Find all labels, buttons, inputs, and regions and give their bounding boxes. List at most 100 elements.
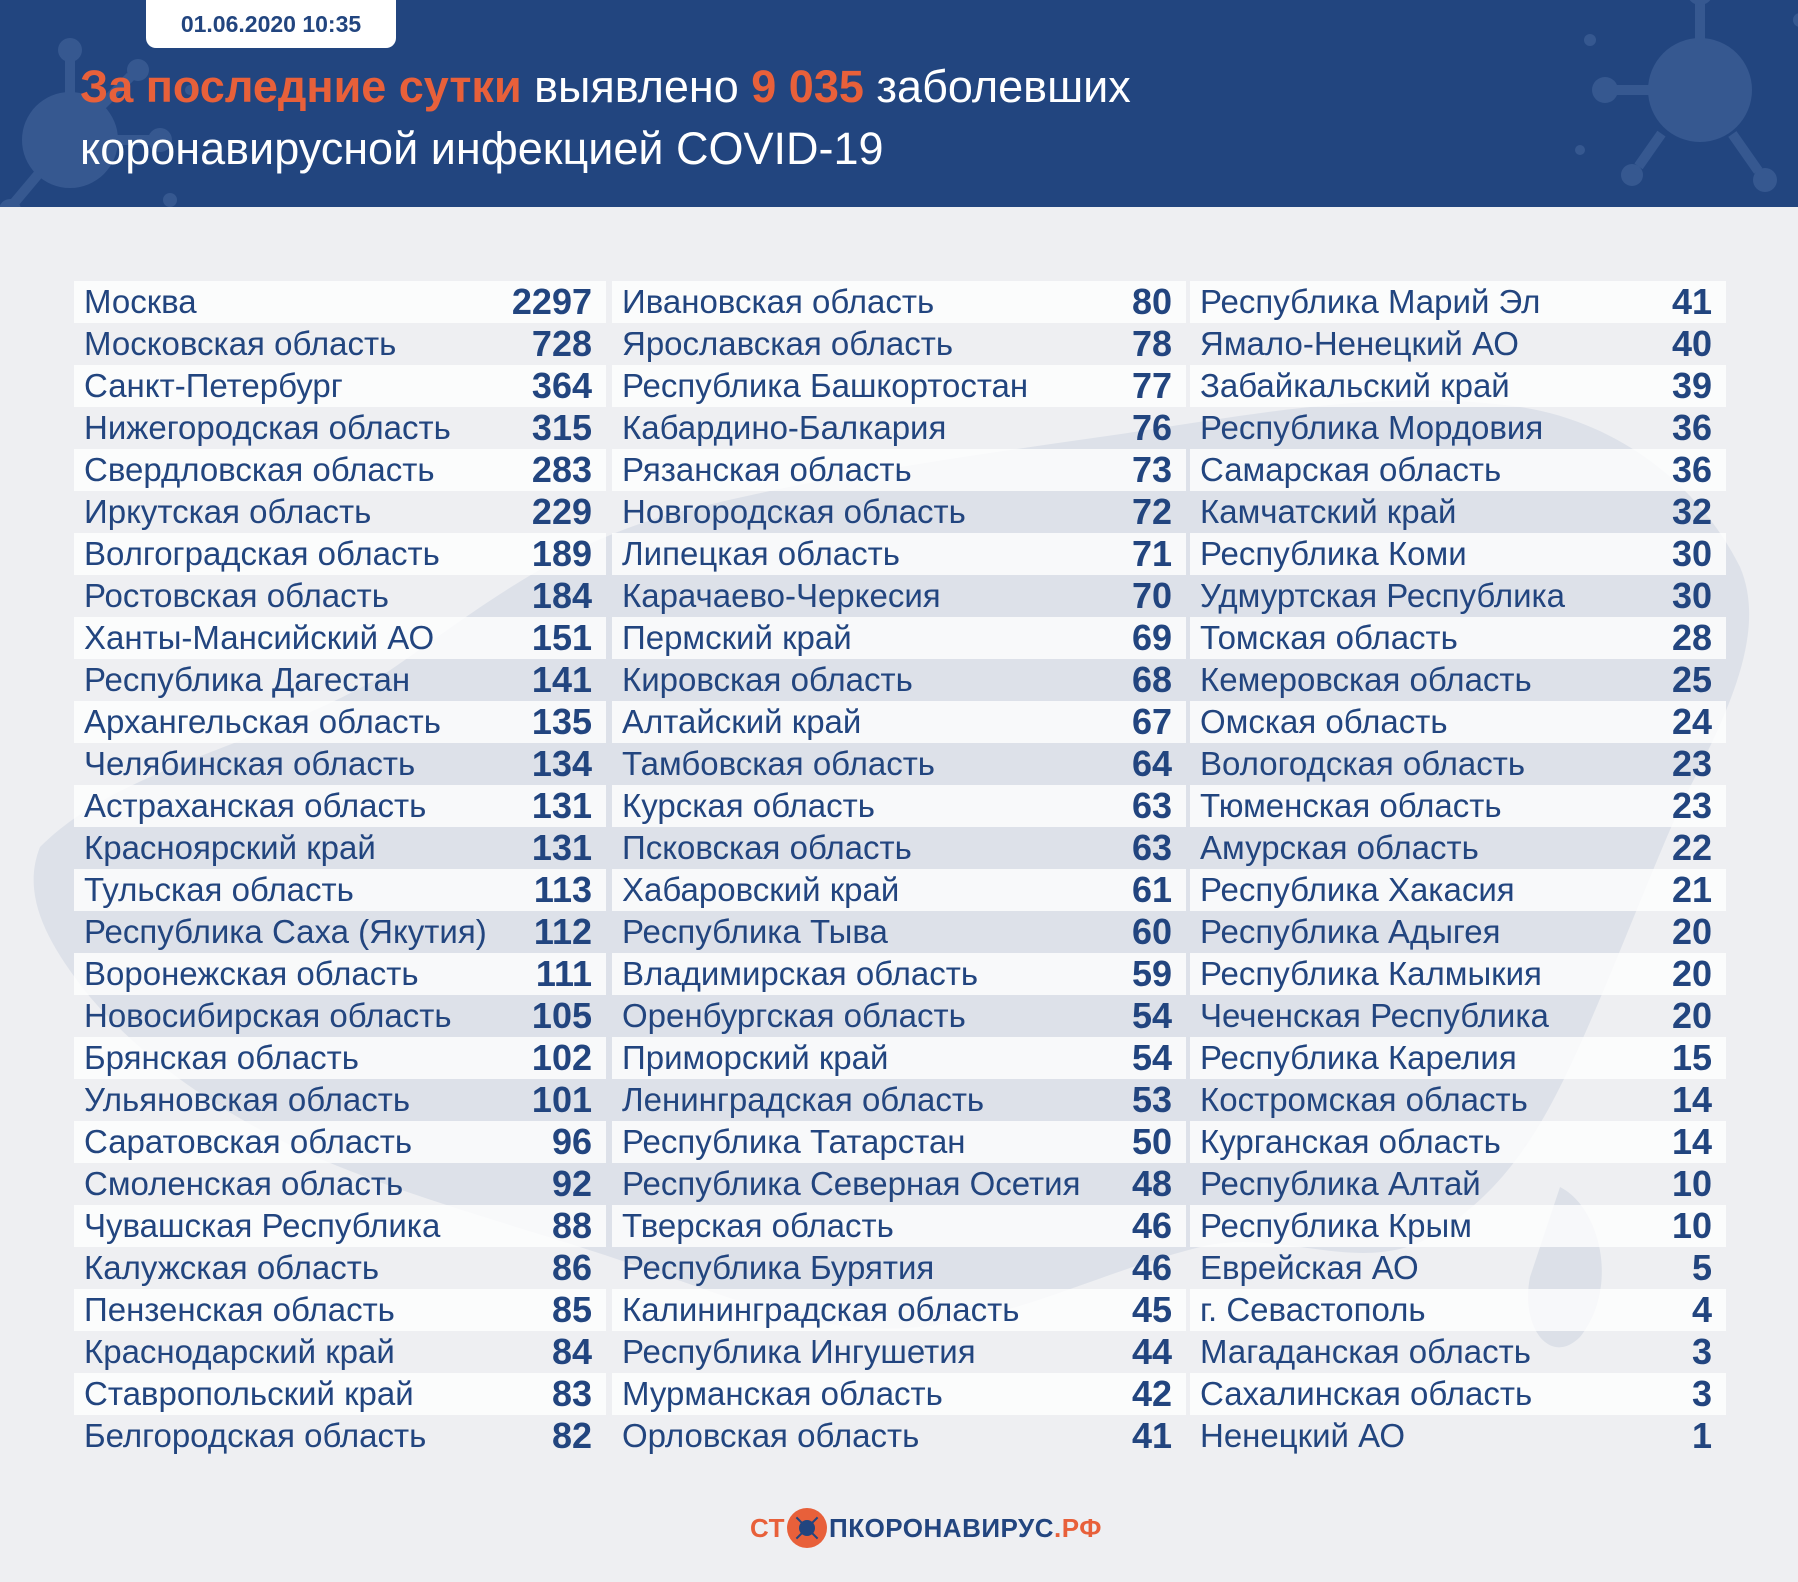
virus-decoration-left — [0, 38, 195, 207]
region-cases: 63 — [1131, 827, 1172, 868]
region-name: Камчатский край — [1200, 493, 1457, 530]
region-cases: 131 — [531, 785, 592, 826]
region-row: Рязанская область 73 — [612, 449, 1186, 491]
region-row: Костромская область 14 — [1190, 1079, 1726, 1121]
region-name: Удмуртская Республика — [1200, 577, 1566, 614]
region-row: Кабардино-Балкария 76 — [612, 407, 1186, 449]
region-name: Сахалинская область — [1200, 1375, 1533, 1412]
region-cases: 69 — [1131, 617, 1172, 658]
region-cases: 24 — [1671, 701, 1712, 742]
date-badge: 01.06.2020 10:35 — [146, 0, 396, 48]
region-cases: 10 — [1671, 1163, 1712, 1204]
region-cases: 84 — [551, 1331, 592, 1372]
region-name: Самарская область — [1200, 451, 1502, 488]
region-name: Хабаровский край — [622, 871, 900, 908]
region-name: Еврейская АО — [1200, 1249, 1419, 1286]
region-name: Омская область — [1200, 703, 1448, 740]
region-row: Смоленская область 92 — [74, 1163, 606, 1205]
region-row: Республика Мордовия 36 — [1190, 407, 1726, 449]
region-cases: 23 — [1671, 743, 1712, 784]
region-row: Красноярский край 131 — [74, 827, 606, 869]
region-row: Тверская область 46 — [612, 1205, 1186, 1247]
region-name: Республика Татарстан — [622, 1123, 966, 1160]
region-row: Республика Дагестан 141 — [74, 659, 606, 701]
region-name: Республика Мордовия — [1200, 409, 1544, 446]
region-name: Красноярский край — [84, 829, 376, 866]
region-row: Республика Хакасия 21 — [1190, 869, 1726, 911]
region-name: Ленинградская область — [622, 1081, 985, 1118]
region-row: Кемеровская область 25 — [1190, 659, 1726, 701]
region-cases: 135 — [531, 701, 592, 742]
region-row: Свердловская область 283 — [74, 449, 606, 491]
region-name: Краснодарский край — [84, 1333, 395, 1370]
region-row: г. Севастополь 4 — [1190, 1289, 1726, 1331]
region-name: Республика Дагестан — [84, 661, 411, 698]
region-cases: 23 — [1671, 785, 1712, 826]
region-cases: 105 — [531, 995, 592, 1036]
region-row: Республика Алтай 10 — [1190, 1163, 1726, 1205]
region-row: Республика Северная Осетия 48 — [612, 1163, 1186, 1205]
region-name: Республика Ингушетия — [622, 1333, 976, 1370]
region-cases: 88 — [551, 1205, 592, 1246]
region-cases: 5 — [1691, 1247, 1712, 1288]
region-name: Московская область — [84, 325, 397, 362]
region-row: Москва 2297 — [74, 281, 606, 323]
region-row: Ярославская область 78 — [612, 323, 1186, 365]
region-row: Республика Адыгея 20 — [1190, 911, 1726, 953]
region-cases: 25 — [1671, 659, 1712, 700]
region-cases: 2297 — [511, 281, 592, 322]
region-row: Карачаево-Черкесия 70 — [612, 575, 1186, 617]
region-cases: 134 — [531, 743, 592, 784]
region-row: Томская область 28 — [1190, 617, 1726, 659]
region-cases: 85 — [551, 1289, 592, 1330]
region-cases: 41 — [1131, 1415, 1172, 1456]
region-row: Ханты-Мансийский АО 151 — [74, 617, 606, 659]
region-row: Приморский край 54 — [612, 1037, 1186, 1079]
region-cases: 53 — [1131, 1079, 1172, 1120]
region-row: Республика Крым 10 — [1190, 1205, 1726, 1247]
region-cases: 72 — [1131, 491, 1172, 532]
logo-right: ПКОРОНАВИРУС — [829, 1512, 1054, 1543]
title-end: заболевших — [863, 61, 1131, 112]
region-cases: 83 — [551, 1373, 592, 1414]
region-row: Оренбургская область 54 — [612, 995, 1186, 1037]
region-row: Алтайский край 67 — [612, 701, 1186, 743]
region-name: Пермский край — [622, 619, 852, 656]
region-row: Омская область 24 — [1190, 701, 1726, 743]
region-row: Владимирская область 59 — [612, 953, 1186, 995]
region-cases: 78 — [1131, 323, 1172, 364]
region-cases: 76 — [1131, 407, 1172, 448]
region-row: Камчатский край 32 — [1190, 491, 1726, 533]
region-name: Республика Карелия — [1200, 1039, 1517, 1076]
region-row: Липецкая область 71 — [612, 533, 1186, 575]
region-cases: 14 — [1671, 1079, 1712, 1120]
region-name: Республика Башкортостан — [622, 367, 1029, 404]
region-row: Магаданская область 3 — [1190, 1331, 1726, 1373]
region-cases: 41 — [1671, 281, 1712, 322]
region-row: Ямало-Ненецкий АО 40 — [1190, 323, 1726, 365]
region-name: Томская область — [1200, 619, 1458, 656]
region-cases: 30 — [1671, 533, 1712, 574]
region-cases: 61 — [1131, 869, 1172, 910]
region-row: Челябинская область 134 — [74, 743, 606, 785]
region-name: Республика Адыгея — [1200, 913, 1501, 950]
region-row: Пермский край 69 — [612, 617, 1186, 659]
region-cases: 364 — [531, 365, 592, 406]
region-name: Астраханская область — [84, 787, 427, 824]
region-name: Республика Крым — [1200, 1207, 1472, 1244]
region-row: Новосибирская область 105 — [74, 995, 606, 1037]
region-name: Тверская область — [622, 1207, 894, 1244]
region-row: Вологодская область 23 — [1190, 743, 1726, 785]
region-name: Смоленская область — [84, 1165, 404, 1202]
region-row: Тюменская область 23 — [1190, 785, 1726, 827]
region-name: Тульская область — [84, 871, 354, 908]
column-2: Ивановская область 80 Ярославская область 7… — [612, 281, 1186, 1457]
region-row: Мурманская область 42 — [612, 1373, 1186, 1415]
region-name: Тюменская область — [1200, 787, 1502, 824]
region-name: Ставропольский край — [84, 1375, 414, 1412]
region-row: Республика Ингушетия 44 — [612, 1331, 1186, 1373]
region-row: Московская область 728 — [74, 323, 606, 365]
region-cases: 42 — [1131, 1373, 1172, 1414]
region-name: Республика Саха (Якутия) — [84, 913, 487, 950]
region-row: Тамбовская область 64 — [612, 743, 1186, 785]
